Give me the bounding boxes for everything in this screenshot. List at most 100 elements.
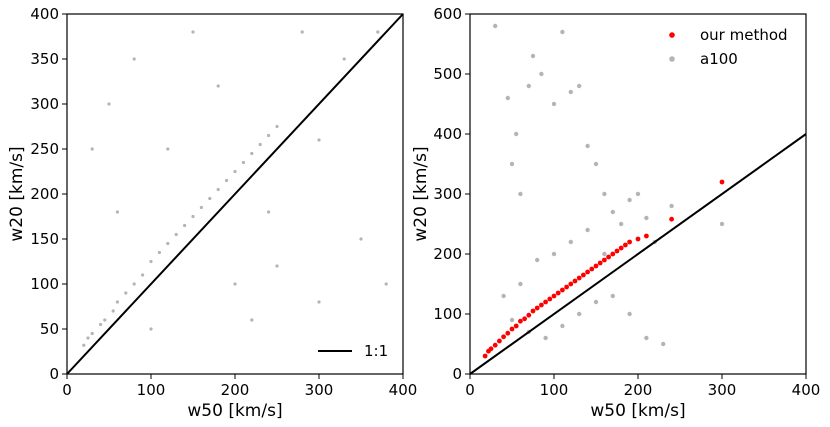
left-y-tick-label: 100 — [30, 275, 59, 293]
right-y-tick-label: 100 — [433, 305, 462, 323]
our-method-point — [564, 284, 569, 290]
left-data-point — [166, 241, 170, 246]
our-method-point — [627, 239, 632, 245]
our-method-point — [602, 257, 607, 263]
a100-point — [560, 29, 565, 35]
left-data-point — [149, 327, 153, 331]
left-x-tick-label: 300 — [305, 381, 334, 399]
a100-point — [568, 89, 573, 95]
our-method-point — [719, 179, 725, 185]
left-x-tick-label: 400 — [389, 381, 418, 399]
our-method-point — [482, 353, 488, 359]
our-method-point — [501, 334, 506, 340]
our-method-point — [581, 272, 586, 278]
a100-point — [635, 191, 641, 197]
left-y-tick-label: 50 — [40, 320, 59, 338]
left-data-point — [90, 147, 94, 151]
a100-point — [627, 197, 632, 203]
left-data-point — [115, 210, 119, 214]
left-data-point — [384, 282, 388, 286]
right-y-tick-label: 200 — [433, 245, 462, 263]
right-x-axis-ticks: 0 100 200 300 400 — [465, 374, 820, 399]
a100-point — [661, 341, 666, 347]
a100-point — [669, 203, 674, 209]
left-data-point — [132, 282, 136, 286]
a100-point — [493, 23, 498, 29]
a100-point — [568, 239, 573, 245]
a100-point — [585, 227, 590, 233]
right-one-to-one-line — [469, 133, 807, 375]
a100-point — [719, 221, 725, 227]
our-method-point — [568, 281, 574, 287]
a100-point — [518, 281, 523, 287]
our-method-point — [618, 245, 624, 251]
right-y-tick-label: 300 — [433, 185, 462, 203]
left-legend: 1:1 — [318, 342, 388, 360]
legend-marker-a100 — [669, 56, 675, 62]
right-y-tick-label: 500 — [433, 65, 462, 83]
our-method-point — [526, 312, 532, 318]
left-data-point — [275, 264, 279, 268]
left-data-point — [174, 232, 178, 237]
right-scatter-panel: 0 100 200 300 400 0 100 200 300 400 500 600 w50 [k… — [411, 5, 820, 421]
left-y-tick-label: 250 — [30, 140, 59, 158]
right-y-tick-label: 400 — [433, 125, 462, 143]
our-method-point — [606, 254, 611, 260]
our-method-point — [585, 269, 590, 275]
left-data-point — [233, 169, 237, 174]
left-data-point — [82, 343, 86, 347]
a100-point — [539, 71, 544, 77]
left-data-point — [376, 30, 380, 34]
left-data-point — [115, 300, 119, 304]
our-method-point — [488, 346, 494, 352]
our-method-point — [518, 318, 523, 324]
left-data-point — [359, 237, 363, 241]
left-data-point — [250, 318, 254, 322]
a100-point — [610, 293, 615, 299]
left-y-tick-label: 300 — [30, 95, 59, 113]
left-data-point — [124, 291, 128, 295]
a100-point — [560, 323, 565, 329]
right-y-tick-label: 0 — [452, 365, 462, 383]
left-data-point — [275, 124, 279, 129]
left-y-axis-label: w20 [km/s] — [7, 146, 27, 241]
left-data-point — [107, 102, 111, 106]
right-y-tick-label: 600 — [433, 5, 462, 23]
a100-point — [530, 53, 536, 59]
a100-point — [518, 191, 523, 197]
left-scatter-panel: 0 100 200 300 400 0 50 100 150 200 250 300 350 400 w… — [7, 5, 417, 421]
right-a100-points — [493, 23, 725, 347]
a100-point — [602, 191, 607, 197]
left-data-point — [99, 322, 103, 327]
left-one-to-one-line — [66, 13, 404, 375]
left-data-point — [199, 205, 203, 210]
left-data-point — [267, 133, 271, 138]
left-data-point — [149, 259, 153, 264]
left-y-axis-ticks: 0 50 100 150 200 250 300 350 400 — [30, 5, 67, 383]
our-method-point — [555, 290, 561, 296]
left-data-point — [225, 178, 229, 183]
right-x-tick-label: 200 — [624, 381, 653, 399]
a100-point — [593, 161, 599, 167]
left-data-point — [267, 210, 271, 214]
left-data-point — [241, 160, 245, 165]
our-method-point — [539, 302, 544, 308]
a100-point — [526, 83, 531, 89]
a100-point — [602, 251, 607, 257]
our-method-point — [560, 287, 565, 293]
a100-point — [509, 161, 515, 167]
left-data-point — [90, 331, 94, 336]
left-x-axis-ticks: 0 100 200 300 400 — [62, 374, 417, 399]
legend-label-a100: a100 — [700, 50, 738, 68]
our-method-point — [610, 251, 616, 257]
a100-point — [543, 335, 548, 341]
left-x-axis-label: w50 [km/s] — [187, 401, 282, 421]
our-method-point — [593, 263, 599, 269]
our-method-point — [509, 326, 515, 332]
right-x-tick-label: 300 — [708, 381, 737, 399]
our-method-point — [505, 330, 511, 336]
a100-point — [593, 299, 599, 305]
left-data-point — [342, 57, 346, 61]
a100-point — [535, 257, 540, 263]
left-data-point — [216, 84, 220, 88]
